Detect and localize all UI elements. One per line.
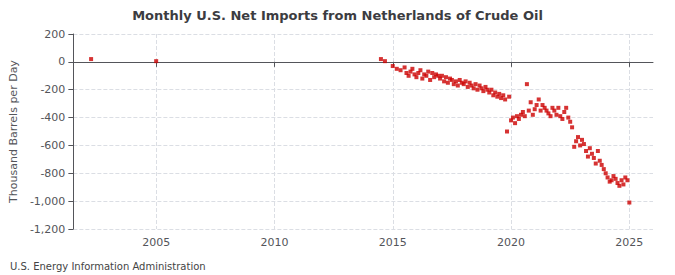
svg-text:-1,200: -1,200 xyxy=(30,223,65,236)
svg-text:2005: 2005 xyxy=(142,236,170,249)
svg-text:2015: 2015 xyxy=(379,236,407,249)
svg-text:2025: 2025 xyxy=(615,236,643,249)
svg-text:2010: 2010 xyxy=(260,236,288,249)
svg-text:0: 0 xyxy=(58,55,65,68)
svg-text:-200: -200 xyxy=(40,83,65,96)
svg-text:-800: -800 xyxy=(40,167,65,180)
svg-text:U.S. Energy Information Admini: U.S. Energy Information Administration xyxy=(10,261,206,272)
svg-text:200: 200 xyxy=(44,28,65,41)
svg-text:-400: -400 xyxy=(40,111,65,124)
svg-text:-600: -600 xyxy=(40,139,65,152)
svg-text:Thousand Barrels per Day: Thousand Barrels per Day xyxy=(7,60,20,204)
svg-text:-1,000: -1,000 xyxy=(30,195,65,208)
svg-text:Monthly U.S. Net Imports from: Monthly U.S. Net Imports from Netherland… xyxy=(132,8,543,23)
svg-text:2020: 2020 xyxy=(497,236,525,249)
